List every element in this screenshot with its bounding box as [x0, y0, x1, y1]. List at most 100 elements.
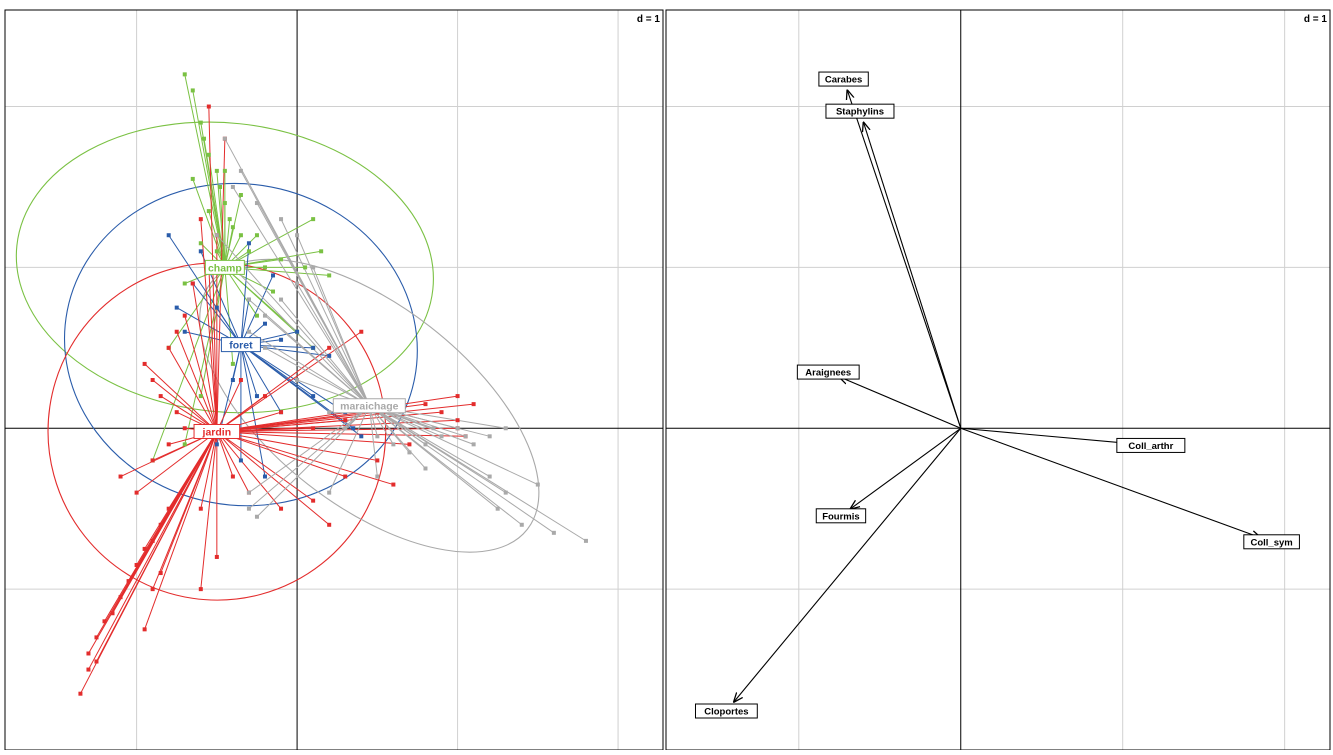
- point-maraichage: [295, 233, 300, 238]
- point-jardin: [142, 546, 147, 551]
- point-jardin: [150, 378, 155, 382]
- point-jardin: [182, 426, 187, 431]
- star-line-maraichage: [312, 267, 370, 406]
- point-champ: [214, 168, 219, 173]
- star-line-champ: [152, 267, 226, 461]
- star-lines: [79, 74, 587, 694]
- point-champ: [230, 225, 235, 230]
- point-jardin: [423, 402, 428, 407]
- arrow-label-box-Staphylins: [825, 103, 895, 119]
- star-line-jardin: [216, 431, 282, 510]
- ellipse-foret: [63, 182, 418, 507]
- point-foret: [214, 305, 219, 310]
- arrow-label-Coll_sym: Coll_sym: [1250, 537, 1292, 548]
- star-line-jardin: [160, 431, 218, 574]
- star-line-maraichage: [280, 299, 370, 407]
- point-foret: [311, 345, 316, 350]
- star-line-maraichage: [248, 405, 370, 494]
- point-foret: [311, 394, 316, 399]
- star-line-foret: [240, 299, 250, 345]
- point-foret: [359, 434, 364, 439]
- arrows: [734, 90, 1260, 701]
- point-jardin: [198, 217, 203, 222]
- star-line-maraichage: [328, 405, 370, 493]
- star-line-maraichage: [280, 218, 370, 406]
- arrow-label-box-Carabes: [818, 71, 869, 87]
- point-jardin: [142, 627, 147, 632]
- arrow-label-Carabes: Carabes: [825, 75, 863, 86]
- point-champ: [271, 289, 276, 294]
- point-maraichage: [254, 514, 259, 519]
- star-line-maraichage: [256, 202, 370, 406]
- arrow-label-box-Coll_arthr: [1116, 437, 1186, 453]
- point-jardin: [279, 410, 284, 415]
- point-jardin: [142, 361, 147, 366]
- star-line-jardin: [136, 431, 218, 494]
- star-line-jardin: [216, 431, 234, 477]
- point-maraichage: [431, 426, 436, 431]
- arrow-label-Coll_arthr: Coll_arthr: [1128, 441, 1173, 452]
- point-maraichage: [463, 434, 468, 439]
- point-maraichage: [254, 201, 259, 206]
- arrow-label-Araignees: Araignees: [805, 368, 851, 379]
- point-maraichage: [487, 434, 492, 439]
- point-foret: [174, 305, 179, 310]
- group-label-box-champ: [204, 259, 245, 275]
- point-champ: [218, 184, 223, 189]
- point-champ: [319, 249, 324, 254]
- point-jardin: [206, 104, 211, 109]
- star-line-maraichage: [296, 283, 370, 406]
- point-maraichage: [295, 378, 300, 382]
- point-champ: [222, 201, 227, 206]
- correlation-circle-panel: d = 1 Carabes Staphylins Araignees Coll_arth…: [665, 9, 1331, 751]
- star-line-jardin: [216, 430, 378, 461]
- star-line-jardin: [144, 363, 218, 432]
- point-maraichage: [583, 538, 588, 543]
- point-jardin: [343, 418, 348, 423]
- star-line-champ: [192, 178, 226, 268]
- point-jardin: [407, 442, 412, 447]
- arrow-Fourmis: [851, 427, 962, 508]
- point-maraichage: [343, 426, 348, 431]
- point-jardin: [190, 281, 195, 286]
- point-maraichage: [455, 426, 460, 431]
- point-maraichage: [487, 474, 492, 479]
- star-line-maraichage: [368, 405, 499, 510]
- point-champ: [262, 265, 267, 270]
- point-jardin: [118, 474, 123, 479]
- point-jardin: [166, 442, 171, 447]
- star-line-maraichage: [232, 267, 370, 407]
- point-jardin: [134, 563, 139, 567]
- star-line-maraichage: [369, 405, 490, 477]
- star-line-jardin: [88, 431, 218, 670]
- point-jardin: [150, 538, 155, 543]
- point-champ: [238, 233, 243, 238]
- point-champ: [206, 209, 211, 214]
- star-line-jardin: [216, 395, 458, 432]
- star-line-foret: [240, 243, 250, 345]
- star-line-maraichage: [248, 405, 370, 510]
- star-line-jardin: [208, 267, 218, 432]
- group-label-box-jardin: [193, 423, 241, 439]
- point-jardin: [102, 619, 107, 624]
- star-line-foret: [240, 344, 266, 477]
- group-label-box-maraichage: [332, 398, 406, 414]
- point-maraichage: [503, 490, 508, 495]
- point-jardin: [230, 474, 235, 479]
- point-champ: [311, 217, 316, 222]
- point-maraichage: [407, 450, 412, 455]
- point-maraichage: [295, 281, 300, 286]
- star-line-jardin: [216, 347, 330, 432]
- point-maraichage: [214, 233, 219, 238]
- point-foret: [262, 474, 267, 479]
- point-champ: [190, 176, 195, 181]
- point-jardin: [174, 410, 179, 415]
- point-jardin: [150, 587, 155, 592]
- grid: [5, 10, 663, 750]
- star-line-foret: [240, 344, 258, 397]
- point-foret: [262, 321, 267, 326]
- point-jardin: [198, 506, 203, 511]
- star-line-champ: [224, 218, 314, 268]
- point-champ: [206, 152, 211, 157]
